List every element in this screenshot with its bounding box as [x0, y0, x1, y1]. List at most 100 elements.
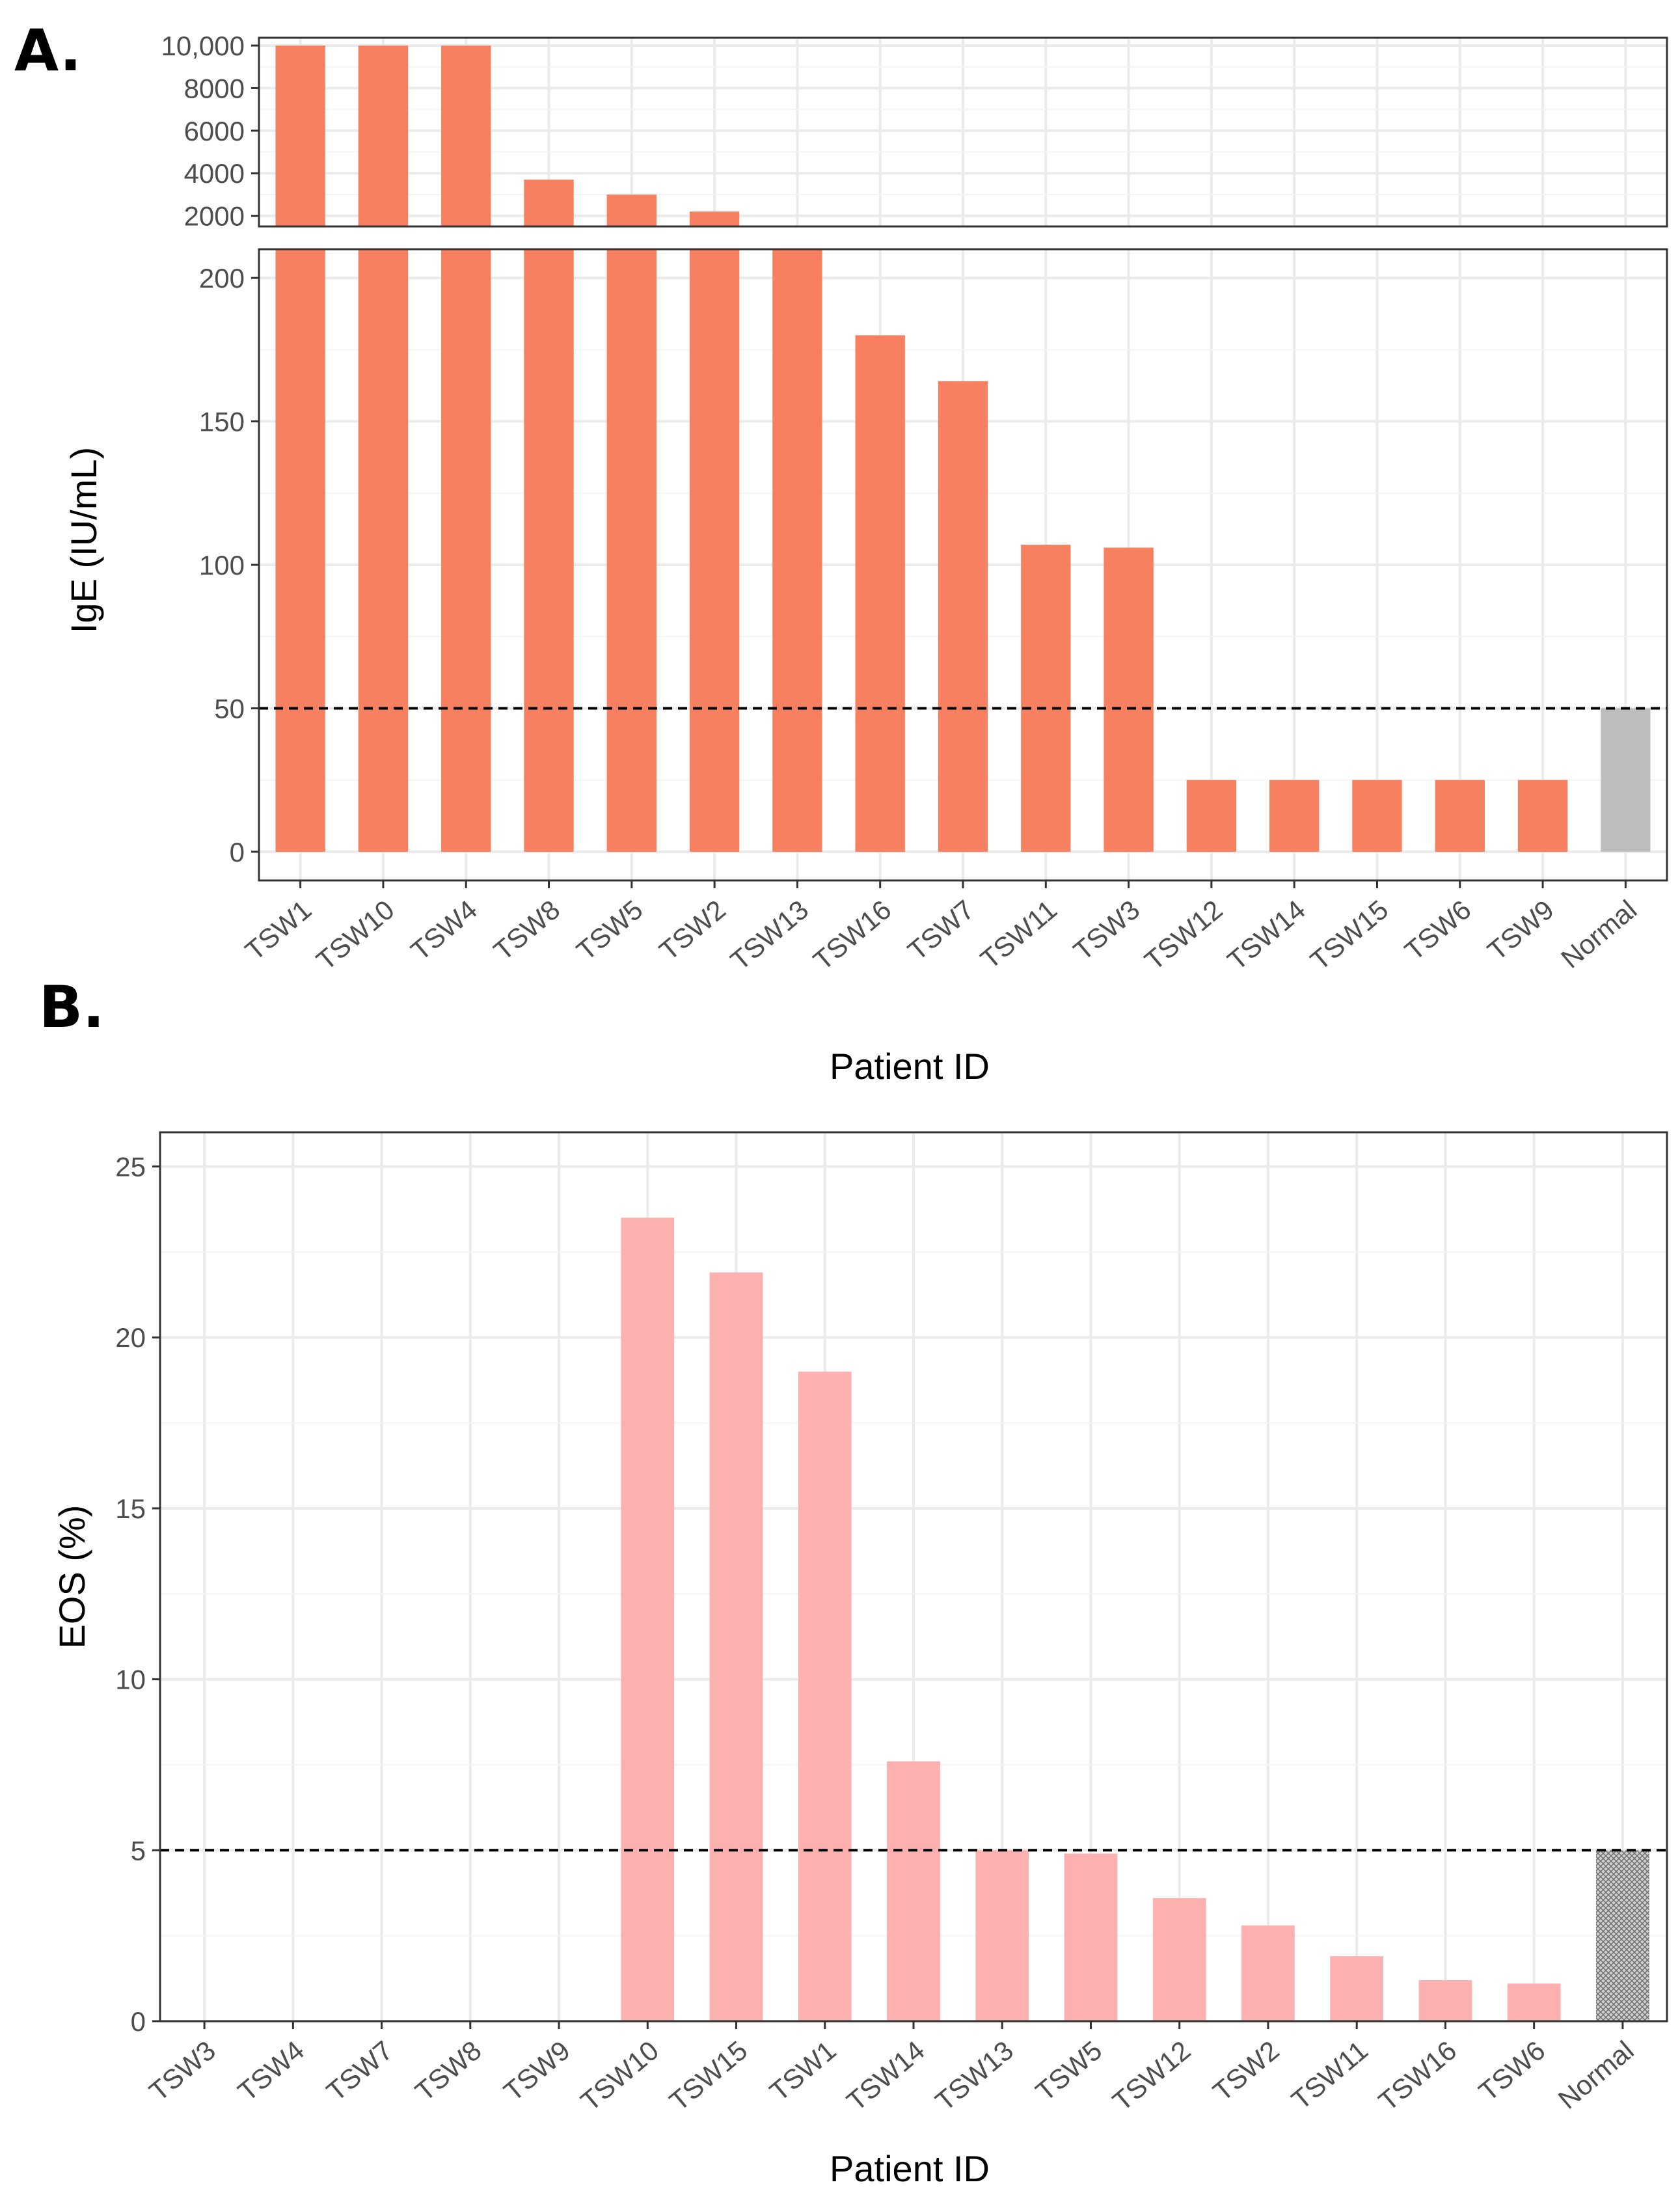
- eos-bar-tsw5: [1064, 1853, 1118, 2021]
- eos-xtick-label-tsw16: TSW16: [1373, 2035, 1462, 2117]
- ige-bar-upper-tsw2: [689, 211, 740, 226]
- ige-xtick-label-tsw1: TSW1: [239, 894, 318, 966]
- ige-xtick-label-tsw14: TSW14: [1221, 894, 1310, 976]
- eos-xtick-label-tsw10: TSW10: [575, 2035, 664, 2117]
- ige-xtick-label-tsw16: TSW16: [807, 894, 897, 976]
- ige-bar-tsw2: [689, 249, 740, 852]
- ige-xtick-label-tsw8: TSW8: [488, 894, 566, 966]
- ige-y-axis-title: IgE (IU/mL): [63, 447, 104, 633]
- eos-ytick-label: 0: [131, 2006, 146, 2037]
- ige-upper-bars: [275, 46, 740, 226]
- ige-upper-gridlines: [259, 38, 1667, 226]
- ige-lower-ytick-label: 200: [199, 263, 245, 293]
- eos-bar-tsw12: [1152, 1898, 1206, 2021]
- ige-bar-tsw13: [772, 249, 822, 852]
- ige-upper-ytick-label: 6000: [184, 116, 245, 146]
- eos-bar-tsw1: [798, 1371, 852, 2021]
- ige-bar-tsw9: [1517, 780, 1568, 852]
- eos-x-axis-title: Patient ID: [830, 2148, 990, 2189]
- ige-xtick-label-normal: Normal: [1555, 894, 1642, 974]
- eos-xtick-label-tsw14: TSW14: [841, 2035, 930, 2117]
- ige-bar-tsw3: [1104, 547, 1154, 852]
- ige-bar-upper-tsw4: [441, 46, 491, 226]
- panel-a-label: A.: [14, 17, 81, 84]
- eos-bar-tsw10: [621, 1218, 675, 2021]
- eos-ytick-label: 10: [115, 1665, 146, 1695]
- ige-bar-tsw16: [855, 335, 905, 852]
- ige-xtick-label-tsw15: TSW15: [1305, 894, 1394, 976]
- ige-xtick-label-tsw2: TSW2: [653, 894, 731, 966]
- ige-upper-y-axis: 2000 4000 6000 8000 10,000: [161, 31, 259, 232]
- ige-x-axis-title: Patient ID: [830, 1046, 990, 1087]
- ige-xtick-label-tsw6: TSW6: [1399, 894, 1477, 966]
- eos-ytick-label: 5: [131, 1835, 146, 1866]
- ige-bar-tsw11: [1021, 545, 1071, 852]
- ige-xtick-label-tsw4: TSW4: [405, 894, 483, 966]
- ige-bar-tsw12: [1186, 780, 1237, 852]
- ige-upper-ytick-label: 10,000: [161, 31, 245, 61]
- eos-xtick-label-tsw15: TSW15: [664, 2035, 753, 2117]
- ige-bar-upper-tsw5: [606, 194, 657, 226]
- eos-bar-tsw13: [975, 1850, 1029, 2021]
- ige-upper-ytick-label: 2000: [184, 201, 245, 232]
- ige-bar-tsw15: [1352, 780, 1402, 852]
- eos-xtick-label-tsw8: TSW8: [409, 2035, 487, 2107]
- ige-bar-upper-tsw10: [358, 46, 409, 226]
- eos-bar-tsw15: [709, 1272, 763, 2021]
- ige-lower-ytick-label: 150: [199, 407, 245, 437]
- eos-ytick-label: 25: [115, 1152, 146, 1182]
- ige-bar-normal: [1601, 708, 1651, 852]
- eos-ytick-label: 15: [115, 1493, 146, 1524]
- ige-upper-ytick-label: 4000: [184, 158, 245, 189]
- ige-xtick-label-tsw7: TSW7: [902, 894, 980, 966]
- eos-xtick-label-tsw11: TSW11: [1286, 2035, 1374, 2116]
- eos-xtick-label-tsw1: TSW1: [764, 2035, 842, 2107]
- eos-bar-tsw16: [1418, 1980, 1472, 2021]
- ige-xtick-label-tsw5: TSW5: [571, 894, 649, 966]
- ige-xtick-label-tsw11: TSW11: [975, 894, 1063, 975]
- eos-bar-tsw2: [1241, 1925, 1295, 2021]
- ige-lower-ytick-label: 50: [214, 693, 245, 724]
- ige-bar-tsw14: [1269, 780, 1320, 852]
- panel-b-label: B.: [39, 974, 105, 1041]
- eos-y-axis: 0 5 10 15 20 25: [115, 1152, 160, 2037]
- ige-lower-ytick-label: 100: [199, 550, 245, 580]
- ige-upper-panel-frame: [258, 36, 1668, 228]
- eos-bar-normal: [1596, 1850, 1649, 2021]
- eos-xtick-label-normal: Normal: [1552, 2035, 1640, 2115]
- eos-y-axis-title: EOS (%): [51, 1505, 92, 1649]
- eos-xtick-label-tsw3: TSW3: [143, 2035, 221, 2107]
- eos-bar-tsw14: [887, 1761, 940, 2021]
- ige-bar-tsw1: [275, 249, 325, 852]
- ige-chart: 2000 4000 6000 8000 10,000 0 50 100 150 200 TSW1…: [63, 31, 1668, 1087]
- eos-ytick-label: 20: [115, 1322, 146, 1353]
- eos-xtick-label-tsw12: TSW12: [1107, 2035, 1196, 2117]
- eos-xtick-label-tsw9: TSW9: [498, 2035, 576, 2107]
- ige-xtick-label-tsw12: TSW12: [1139, 894, 1228, 976]
- eos-xtick-label-tsw7: TSW7: [321, 2035, 399, 2107]
- ige-lower-y-axis: 0 50 100 150 200: [199, 263, 259, 867]
- ige-lower-bars: [275, 249, 1651, 852]
- ige-bar-tsw7: [938, 381, 988, 852]
- eos-xtick-label-tsw5: TSW5: [1030, 2035, 1108, 2107]
- eos-bar-tsw6: [1507, 1983, 1561, 2021]
- ige-xtick-label-tsw9: TSW9: [1482, 894, 1560, 966]
- ige-bar-tsw6: [1435, 780, 1485, 852]
- eos-xtick-label-tsw6: TSW6: [1473, 2035, 1551, 2107]
- eos-xtick-label-tsw13: TSW13: [930, 2035, 1019, 2117]
- ige-bar-upper-tsw1: [275, 46, 325, 226]
- ige-bar-tsw5: [606, 249, 657, 852]
- ige-upper-ytick-label: 8000: [184, 73, 245, 103]
- ige-bar-tsw10: [358, 249, 409, 852]
- ige-xtick-label-tsw3: TSW3: [1068, 894, 1146, 966]
- ige-bar-tsw8: [524, 249, 574, 852]
- eos-bars: [621, 1218, 1649, 2021]
- ige-xtick-label-tsw10: TSW10: [310, 894, 400, 976]
- ige-bar-tsw4: [441, 249, 491, 852]
- eos-bar-tsw11: [1330, 1956, 1384, 2021]
- ige-bar-upper-tsw8: [524, 180, 574, 226]
